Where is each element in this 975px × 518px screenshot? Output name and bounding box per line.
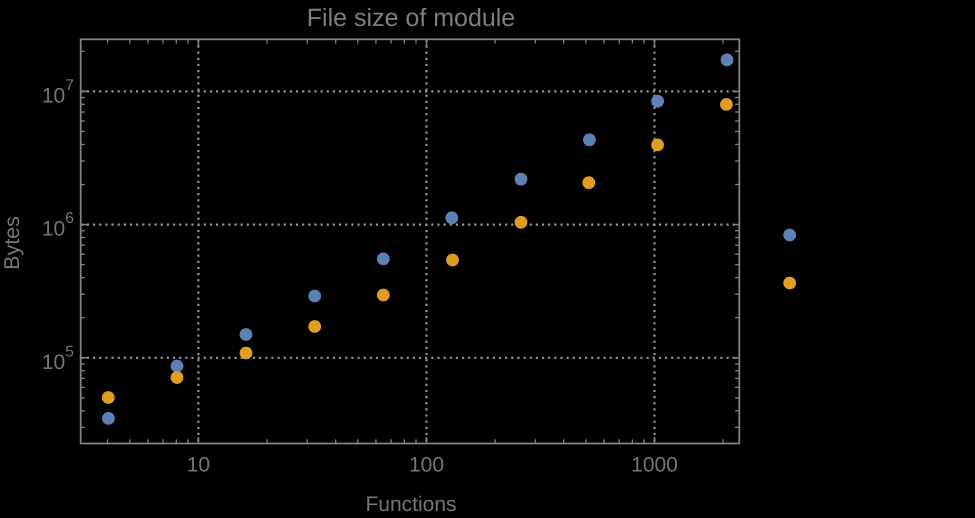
svg-text:10: 10 <box>187 453 210 476</box>
svg-text:100: 100 <box>409 453 444 476</box>
svg-text:Functions: Functions <box>365 493 456 513</box>
svg-text:Bytes: Bytes <box>0 216 24 270</box>
svg-text:7: 7 <box>65 77 74 94</box>
svg-text:10: 10 <box>42 218 65 241</box>
svg-text:File size of module: File size of module <box>307 4 515 32</box>
svg-text:10: 10 <box>42 351 65 374</box>
svg-text:1000: 1000 <box>631 453 678 476</box>
svg-text:6: 6 <box>65 210 74 227</box>
svg-text:10: 10 <box>42 84 65 107</box>
svg-text:5: 5 <box>65 343 74 360</box>
